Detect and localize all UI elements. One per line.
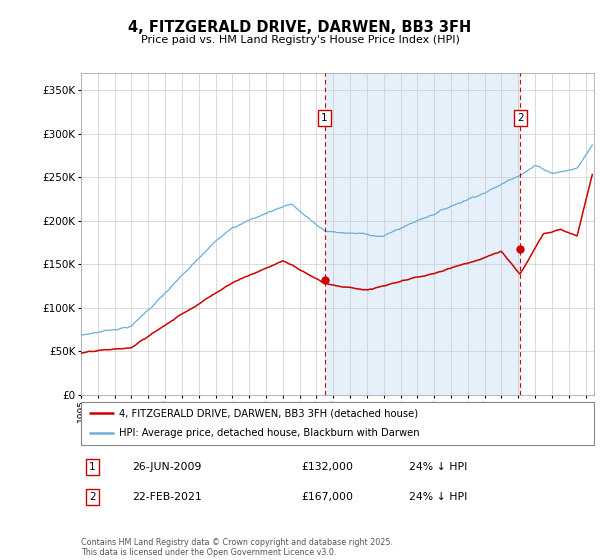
Text: 1: 1: [89, 461, 95, 472]
Text: £132,000: £132,000: [302, 461, 353, 472]
Text: Price paid vs. HM Land Registry's House Price Index (HPI): Price paid vs. HM Land Registry's House …: [140, 35, 460, 45]
Text: 24% ↓ HPI: 24% ↓ HPI: [409, 492, 467, 502]
Text: 26-JUN-2009: 26-JUN-2009: [133, 461, 202, 472]
Text: 2: 2: [89, 492, 95, 502]
Text: Contains HM Land Registry data © Crown copyright and database right 2025.
This d: Contains HM Land Registry data © Crown c…: [81, 538, 393, 557]
Text: 4, FITZGERALD DRIVE, DARWEN, BB3 3FH (detached house): 4, FITZGERALD DRIVE, DARWEN, BB3 3FH (de…: [119, 408, 419, 418]
Text: £167,000: £167,000: [302, 492, 353, 502]
Text: 1: 1: [321, 113, 328, 123]
Text: 22-FEB-2021: 22-FEB-2021: [133, 492, 202, 502]
Text: 24% ↓ HPI: 24% ↓ HPI: [409, 461, 467, 472]
Text: 4, FITZGERALD DRIVE, DARWEN, BB3 3FH: 4, FITZGERALD DRIVE, DARWEN, BB3 3FH: [128, 20, 472, 35]
Text: 2: 2: [517, 113, 524, 123]
Bar: [325, 73, 520, 395]
Text: HPI: Average price, detached house, Blackburn with Darwen: HPI: Average price, detached house, Blac…: [119, 428, 420, 438]
